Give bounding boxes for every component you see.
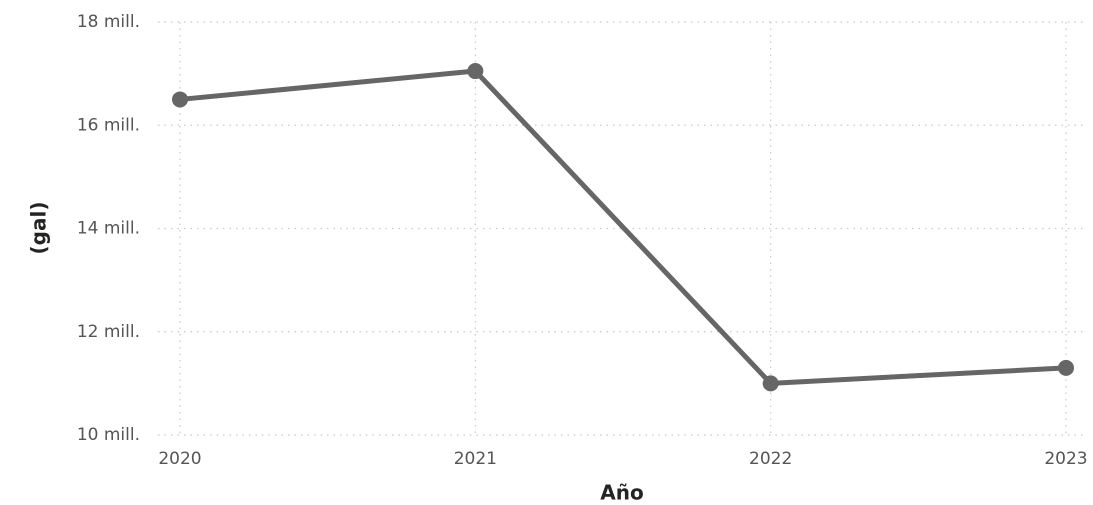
x-tick-label: 2022 [749, 449, 792, 469]
x-tick-label: 2021 [454, 449, 497, 469]
x-tick-label: 2020 [158, 449, 201, 469]
x-axis-title: Año [600, 481, 643, 505]
y-tick-label: 16 mill. [77, 115, 140, 135]
point [762, 375, 779, 392]
y-tick-label: 14 mill. [77, 219, 140, 239]
y-tick-label: 18 mill. [77, 12, 140, 32]
series-line [179, 68, 1067, 386]
point [172, 91, 188, 108]
point [1058, 359, 1074, 376]
y-tick-label: 10 mill. [77, 425, 140, 445]
x-tick-label: 2023 [1044, 449, 1087, 469]
point [467, 63, 484, 80]
y-tick-label: 12 mill. [77, 322, 140, 342]
y-axis-title: (gal) [27, 202, 51, 255]
